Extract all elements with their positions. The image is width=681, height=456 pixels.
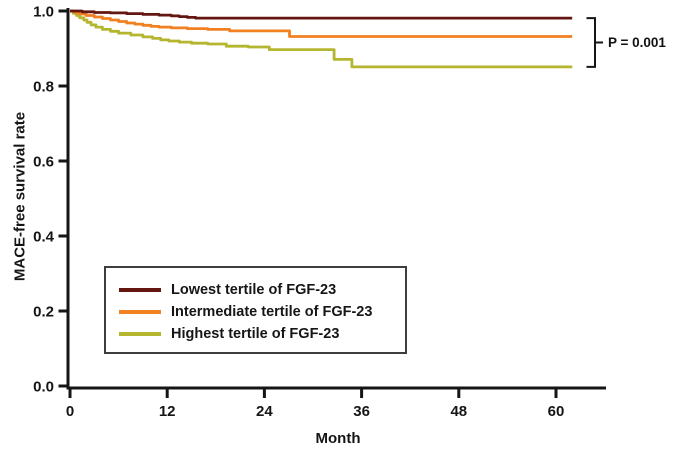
legend-box: Lowest tertile of FGF-23 Intermediate te…	[104, 266, 407, 354]
p-value-label: P = 0.001	[608, 35, 666, 50]
y-axis-title: MACE-free survival rate	[12, 47, 29, 347]
chart-canvas: 0 12 24 36 48 60 1.0 0.8 0.6 0.4 0.2 0.0	[0, 0, 681, 456]
x-tick-label: 60	[548, 403, 565, 420]
legend-label-lowest: Lowest tertile of FGF-23	[171, 283, 336, 298]
legend-item-highest-tertile: Highest tertile of FGF-23	[119, 323, 405, 345]
curve-lowest-tertile-of-fgf-23	[70, 11, 572, 18]
y-tick-label: 1.0	[33, 4, 54, 21]
legend-item-lowest-tertile: Lowest tertile of FGF-23	[119, 279, 405, 301]
y-tick-label: 0.4	[33, 229, 55, 246]
legend-line-swatch-lowest	[119, 288, 161, 292]
legend-label-highest: Highest tertile of FGF-23	[171, 327, 339, 342]
y-tick-label: 0.2	[33, 304, 54, 321]
x-axis-title: Month	[70, 430, 606, 447]
y-tick-label: 0.0	[33, 379, 54, 396]
y-tick-label: 0.6	[33, 154, 54, 171]
legend-label-intermediate: Intermediate tertile of FGF-23	[171, 305, 372, 320]
p-value-bracket	[587, 18, 604, 67]
legend-line-swatch-intermediate	[119, 310, 161, 314]
x-tick-label: 12	[159, 403, 176, 420]
km-survival-figure: 0 12 24 36 48 60 1.0 0.8 0.6 0.4 0.2 0.0 MACE-free …	[0, 0, 681, 456]
x-tick-label: 0	[66, 403, 74, 420]
y-tick-label: 0.8	[33, 79, 54, 96]
x-tick-label: 24	[256, 403, 273, 420]
legend-line-swatch-highest	[119, 332, 161, 336]
x-tick-label: 48	[450, 403, 467, 420]
x-tick-label: 36	[353, 403, 370, 420]
legend-item-intermediate-tertile: Intermediate tertile of FGF-23	[119, 301, 405, 323]
